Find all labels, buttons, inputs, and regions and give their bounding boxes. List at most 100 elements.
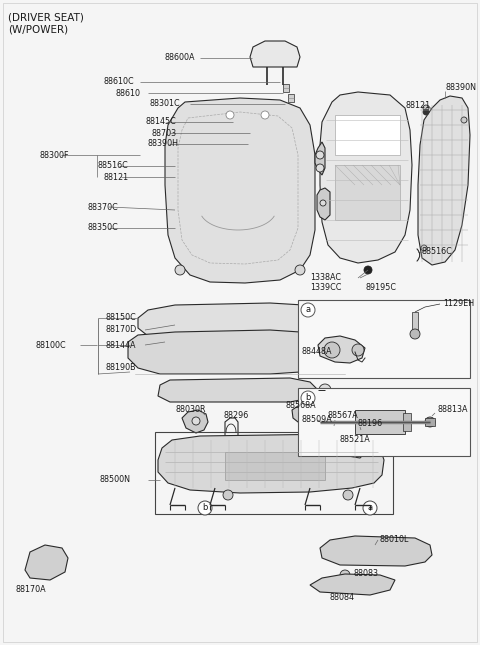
Polygon shape <box>158 378 318 402</box>
Text: 88010L: 88010L <box>380 535 409 544</box>
Circle shape <box>340 570 350 580</box>
Circle shape <box>343 490 353 500</box>
Text: (DRIVER SEAT): (DRIVER SEAT) <box>8 13 84 23</box>
Circle shape <box>198 501 212 515</box>
Text: b: b <box>202 504 208 513</box>
Text: 88703: 88703 <box>152 128 177 137</box>
Text: 88121: 88121 <box>103 172 128 181</box>
Text: 88350C: 88350C <box>88 224 119 232</box>
Text: 88516C: 88516C <box>98 161 129 170</box>
Text: 88196: 88196 <box>358 419 383 428</box>
Circle shape <box>461 117 467 123</box>
Bar <box>425 418 435 426</box>
Bar <box>335 115 400 155</box>
Text: 1129EH: 1129EH <box>443 299 474 308</box>
Polygon shape <box>418 96 470 265</box>
Text: b: b <box>305 393 311 402</box>
Circle shape <box>324 342 340 358</box>
Polygon shape <box>250 41 300 67</box>
Bar <box>403 413 411 431</box>
Polygon shape <box>345 440 368 458</box>
Text: 88150C: 88150C <box>105 313 136 322</box>
Bar <box>155 432 393 514</box>
Circle shape <box>226 111 234 119</box>
Text: 88144A: 88144A <box>105 341 135 350</box>
Polygon shape <box>165 98 315 283</box>
Circle shape <box>423 109 429 115</box>
Circle shape <box>316 151 324 159</box>
Polygon shape <box>320 92 412 263</box>
Bar <box>225 452 325 480</box>
Circle shape <box>316 164 324 172</box>
Text: 88813A: 88813A <box>438 406 468 415</box>
Text: 1338AC: 1338AC <box>310 273 341 283</box>
Text: 88296: 88296 <box>224 410 249 419</box>
Text: 88170D: 88170D <box>105 326 136 335</box>
Text: 88610: 88610 <box>115 88 140 97</box>
Text: 88170A: 88170A <box>15 586 46 595</box>
Circle shape <box>192 417 200 425</box>
Polygon shape <box>310 574 395 595</box>
Text: a: a <box>305 306 311 315</box>
Polygon shape <box>320 536 432 566</box>
Bar <box>288 94 294 102</box>
Polygon shape <box>128 330 352 374</box>
Circle shape <box>357 427 367 437</box>
Circle shape <box>223 490 233 500</box>
Circle shape <box>425 417 435 427</box>
Circle shape <box>423 105 429 111</box>
Text: 88610C: 88610C <box>103 77 133 86</box>
Bar <box>355 410 405 434</box>
Circle shape <box>261 111 269 119</box>
Polygon shape <box>318 336 365 363</box>
Text: 88516C: 88516C <box>422 248 453 257</box>
Text: 89195C: 89195C <box>365 284 396 292</box>
Circle shape <box>301 303 315 317</box>
Circle shape <box>301 391 315 405</box>
Text: 88568A: 88568A <box>285 401 316 410</box>
Text: 88300F: 88300F <box>40 150 70 159</box>
Text: 88500N: 88500N <box>100 475 131 484</box>
Polygon shape <box>158 434 384 493</box>
Circle shape <box>410 329 420 339</box>
Text: 88390H: 88390H <box>148 139 179 148</box>
Text: 88100C: 88100C <box>35 341 66 350</box>
Bar <box>335 165 400 220</box>
Circle shape <box>421 245 427 251</box>
Polygon shape <box>324 420 340 435</box>
Polygon shape <box>317 188 330 220</box>
Text: 88030R: 88030R <box>175 406 205 415</box>
Bar <box>298 388 470 456</box>
Text: 88121: 88121 <box>405 101 430 110</box>
Polygon shape <box>315 142 325 175</box>
Bar <box>283 84 289 92</box>
Text: 88190B: 88190B <box>105 364 136 373</box>
Circle shape <box>360 353 370 363</box>
Text: 88390N: 88390N <box>445 83 476 92</box>
Polygon shape <box>182 410 208 433</box>
Text: 1339CC: 1339CC <box>310 284 341 292</box>
Text: 88301C: 88301C <box>150 99 180 108</box>
Bar <box>298 300 470 378</box>
Polygon shape <box>138 303 342 340</box>
Text: 88600A: 88600A <box>165 54 195 63</box>
Circle shape <box>320 200 326 206</box>
Text: 88509A: 88509A <box>302 415 333 424</box>
Circle shape <box>319 384 331 396</box>
Text: 88083: 88083 <box>354 568 379 577</box>
Circle shape <box>175 265 185 275</box>
Text: 88521A: 88521A <box>340 435 371 444</box>
Text: 88084: 88084 <box>330 593 355 602</box>
Text: (W/POWER): (W/POWER) <box>8 25 68 35</box>
Polygon shape <box>25 545 68 580</box>
Circle shape <box>352 344 364 356</box>
Text: 88145C: 88145C <box>145 117 176 126</box>
Circle shape <box>364 266 372 274</box>
Polygon shape <box>292 406 308 422</box>
Circle shape <box>363 501 377 515</box>
Text: 88370C: 88370C <box>88 203 119 212</box>
Text: 88448A: 88448A <box>302 348 333 357</box>
Bar <box>412 312 418 332</box>
Circle shape <box>295 265 305 275</box>
Text: a: a <box>367 504 372 513</box>
